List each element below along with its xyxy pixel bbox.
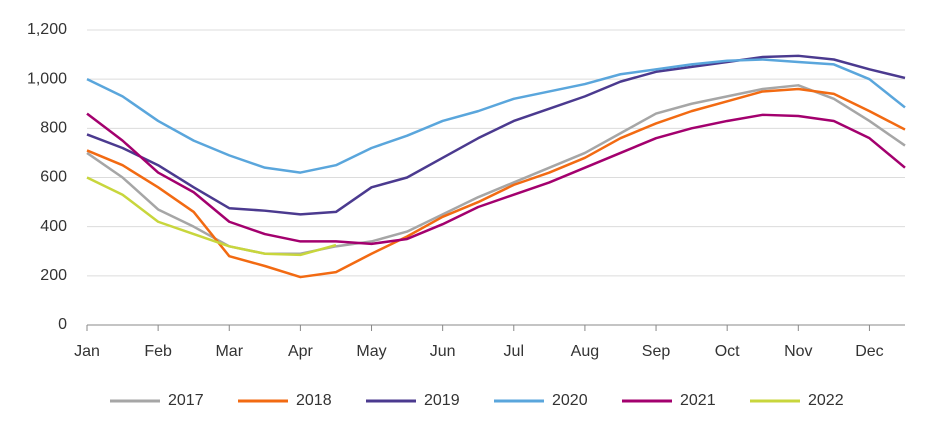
legend-label: 2021 [680, 392, 716, 409]
x-tick-label: Mar [215, 343, 243, 360]
y-tick-label: 400 [40, 218, 67, 235]
series-line [86, 176, 337, 257]
x-tick-label: May [356, 343, 386, 360]
y-tick-label: 800 [40, 120, 67, 137]
series-line [86, 54, 906, 216]
y-tick-label: 200 [40, 267, 67, 284]
legend-label: 2020 [552, 392, 588, 409]
x-tick-label: Oct [715, 343, 740, 360]
y-tick-label: 1,200 [27, 21, 67, 38]
legend-label: 2017 [168, 392, 204, 409]
y-tick-label: 600 [40, 169, 67, 186]
x-tick-label: Apr [288, 343, 314, 360]
series-line [86, 84, 906, 255]
x-tick-label: Dec [855, 343, 883, 360]
legend-label: 2022 [808, 392, 844, 409]
x-tick-label: Jul [504, 343, 524, 360]
series-line [86, 58, 906, 174]
x-tick-label: Nov [784, 343, 812, 360]
legend-label: 2018 [296, 392, 332, 409]
x-tick-label: Jan [74, 343, 100, 360]
x-tick-label: Aug [571, 343, 599, 360]
x-tick-label: Jun [430, 343, 456, 360]
x-tick-label: Feb [144, 343, 172, 360]
y-tick-label: 1,000 [27, 70, 67, 87]
legend-label: 2019 [424, 392, 460, 409]
y-tick-label: 0 [58, 316, 67, 333]
x-tick-label: Sep [642, 343, 671, 360]
series-line [86, 112, 906, 246]
series-line [86, 87, 906, 279]
